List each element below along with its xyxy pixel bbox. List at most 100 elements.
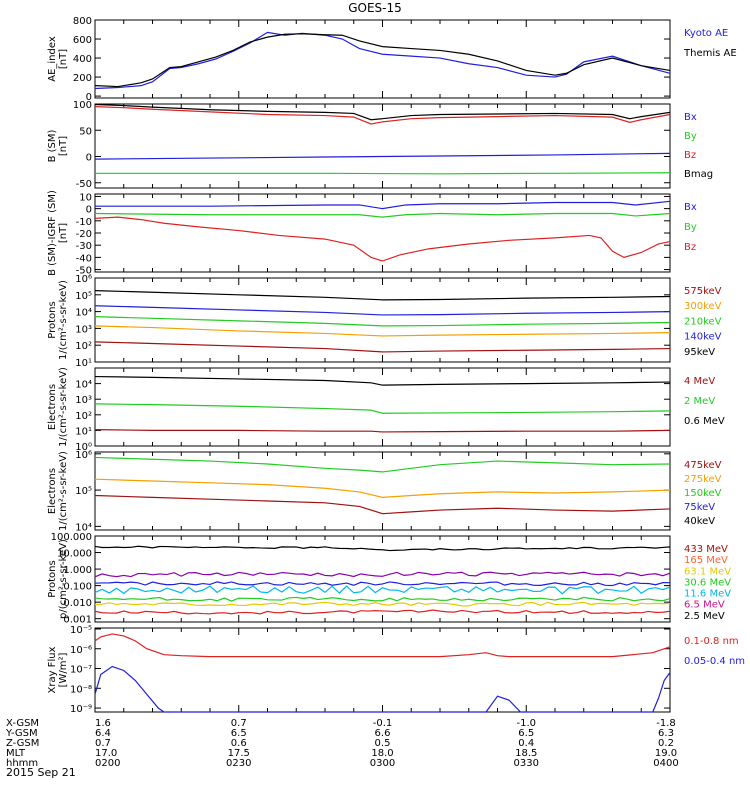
- y-axis-label: 1/(cm²-s-sr-keV): [58, 451, 69, 531]
- series-line: [94, 325, 671, 337]
- series-line: [94, 609, 671, 615]
- y-tick-label: 10⁵: [75, 291, 92, 302]
- footer-row-label: Z-GSM: [6, 738, 39, 749]
- series-line: [94, 305, 671, 316]
- series-line: [94, 429, 671, 433]
- series-line: [94, 633, 671, 658]
- series-line: [94, 545, 671, 552]
- series-line: [95, 200, 671, 210]
- y-tick-label: 10³: [75, 324, 92, 335]
- legend-entry: 11.6 MeV: [684, 589, 731, 600]
- legend-entry: 475keV: [684, 460, 722, 471]
- legend-entry: Bmag: [684, 169, 713, 180]
- footer-value: -0.1: [373, 718, 393, 729]
- series-line: [94, 581, 671, 587]
- panel-5: 10⁴ 10³ 10² 10¹ 10⁰ Electrons 1/(cm²-s-sr-keV)…: [47, 367, 725, 453]
- y-axis-label: [nT]: [58, 49, 69, 69]
- legend-entry: Bz: [684, 242, 696, 253]
- panel-8: 10⁻⁵ 10⁻⁶ 10⁻⁷ 10⁻⁸ 10⁻⁹ Xray Flux [W/m²] 0.1-0…: [47, 625, 745, 715]
- panel-1: 800 600 400 200 0 AE_index [nT] Kyoto AE Themis …: [47, 16, 737, 103]
- y-tick-label: 0: [86, 92, 92, 103]
- y-tick-label: 10⁻⁷: [70, 665, 92, 676]
- y-tick-label: -50: [76, 266, 92, 277]
- y-tick-label: 100.000: [51, 532, 92, 543]
- y-tick-label: 10¹: [75, 426, 92, 437]
- y-tick-label: 10.000: [57, 549, 92, 560]
- y-axis-label: Xray Flux: [47, 646, 58, 693]
- y-tick-label: -30: [76, 241, 92, 252]
- y-tick-label: 10⁶: [75, 450, 92, 461]
- panel-frame: [94, 367, 671, 447]
- series-line: [94, 212, 671, 218]
- footer-value: -1.8: [656, 718, 676, 729]
- legend-entry: Bz: [684, 150, 696, 161]
- footer-value: 0.2: [658, 738, 674, 749]
- footer-row-label: Y-GSM: [5, 728, 38, 739]
- footer-value: 0230: [226, 758, 251, 769]
- series-line: [94, 33, 671, 88]
- legend-entry: 150keV: [684, 488, 722, 499]
- y-axis-label: Electrons: [47, 468, 58, 514]
- date-label: 2015 Sep 21: [6, 766, 76, 779]
- y-tick-label: 10²: [75, 341, 92, 352]
- legend-entry: 63.1 MeV: [684, 566, 731, 577]
- series-line: [94, 571, 671, 578]
- footer-value: 0.7: [231, 718, 247, 729]
- legend-entry: 0.05-0.4 nm: [684, 656, 745, 667]
- y-axis-label: B (SM)-IGRF (SM): [47, 190, 58, 276]
- y-tick-label: 100: [73, 100, 92, 111]
- footer-value: 17.0: [95, 748, 117, 759]
- footer-row-label: MLT: [6, 748, 26, 759]
- legend-entry: 433 MeV: [684, 544, 728, 555]
- footer-value: 0400: [653, 758, 678, 769]
- legend-entry: 575keV: [684, 286, 722, 297]
- footer-value: 0200: [95, 758, 120, 769]
- series-line: [94, 601, 671, 607]
- legend-entry: 40keV: [684, 516, 715, 527]
- legend-entry: 2.5 MeV: [684, 611, 725, 622]
- series-line: [94, 341, 671, 353]
- y-tick-label: 10⁻⁶: [70, 645, 92, 656]
- axis-footer: X-GSMY-GSMZ-GSMMLThhmm1.66.40.717.002000…: [5, 718, 679, 769]
- legend-entry: 75keV: [684, 502, 715, 513]
- y-tick-label: 800: [73, 16, 92, 27]
- y-tick-label: 0: [86, 205, 92, 216]
- y-tick-label: -20: [76, 229, 92, 240]
- y-tick-label: 10²: [75, 411, 92, 422]
- y-tick-label: 600: [73, 35, 92, 46]
- y-axis-label: Electrons: [47, 384, 58, 430]
- panel-7: 100.000 10.000 1.000 0.100 0.010 0.001 Protons…: [47, 532, 731, 626]
- legend-entry: Themis AE: [683, 48, 737, 59]
- y-tick-label: 10³: [75, 395, 92, 406]
- series-line: [94, 216, 671, 262]
- legend-entry: By: [684, 222, 697, 233]
- footer-value: 6.5: [231, 728, 247, 739]
- y-axis-label: [nT]: [58, 136, 69, 156]
- footer-value: 6.3: [658, 728, 674, 739]
- footer-value: 18.5: [515, 748, 537, 759]
- y-tick-label: 10¹: [75, 358, 92, 369]
- y-axis-label: Protons: [47, 301, 58, 338]
- legend-entry: 275keV: [684, 474, 722, 485]
- y-tick-label: 10⁴: [75, 380, 92, 391]
- legend-entry: 6.5 MeV: [684, 600, 725, 611]
- panel-frame: [94, 535, 671, 623]
- panel-4: 10⁶ 10⁵ 10⁴ 10³ 10² 10¹ Protons 1/(cm²-s-sr-keV…: [47, 274, 722, 369]
- y-tick-label: 10: [79, 192, 92, 203]
- legend-entry: 95keV: [684, 347, 715, 358]
- y-tick-label: 10⁵: [75, 486, 92, 497]
- y-tick-label: 200: [73, 73, 92, 84]
- series-line: [95, 172, 671, 175]
- legend-entry: By: [684, 131, 697, 142]
- legend-entry: 0.6 MeV: [684, 416, 725, 427]
- y-tick-label: 10⁶: [75, 274, 92, 285]
- legend-entry: 210keV: [684, 316, 722, 327]
- series-line: [94, 596, 671, 602]
- series-line: [94, 456, 671, 473]
- y-tick-label: -10: [76, 217, 92, 228]
- footer-value: 0300: [370, 758, 395, 769]
- footer-value: 1.6: [95, 718, 111, 729]
